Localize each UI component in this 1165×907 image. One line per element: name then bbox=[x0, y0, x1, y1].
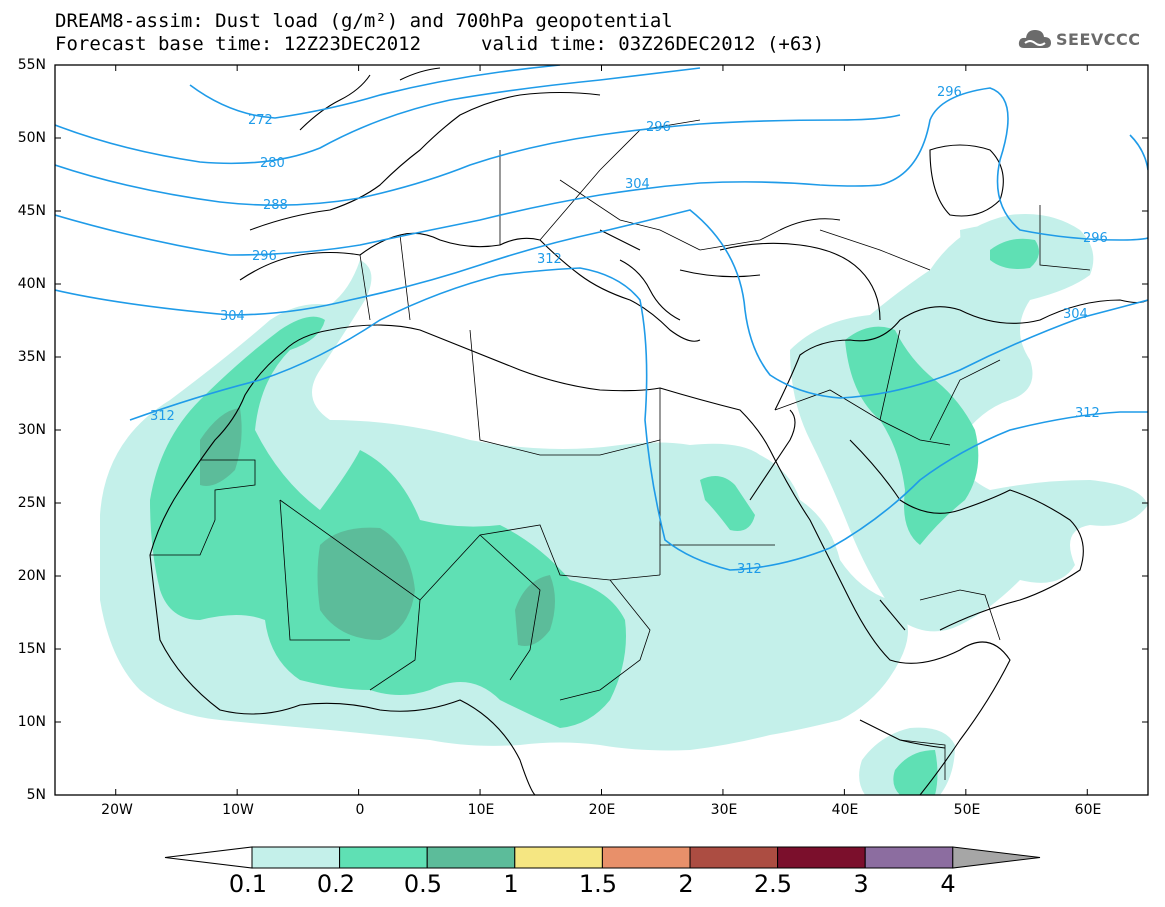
colorbar-under-triangle bbox=[164, 846, 253, 869]
colorbar-over-triangle bbox=[952, 846, 1041, 869]
contour-label: 312 bbox=[537, 252, 562, 267]
dust-region-dark-mali bbox=[317, 527, 415, 640]
contour-label: 304 bbox=[1063, 307, 1088, 322]
country-borders bbox=[150, 119, 1091, 780]
lat-label: 55N bbox=[17, 57, 46, 73]
dust-region-dark-morocco bbox=[200, 408, 242, 486]
contour-label: 304 bbox=[625, 177, 650, 192]
colorbar-tick: 2 bbox=[678, 870, 694, 898]
dust-region-medium-kaz bbox=[990, 238, 1039, 269]
lon-label: 10W bbox=[222, 802, 254, 818]
dust-region-medium-africa bbox=[150, 316, 626, 728]
contour-label: 312 bbox=[150, 409, 175, 424]
contour-label: 312 bbox=[1075, 406, 1100, 421]
colorbar-swatch bbox=[864, 846, 954, 869]
colorbar-tick: 1.5 bbox=[578, 870, 618, 898]
lon-label: 40E bbox=[831, 802, 859, 818]
contour-280 bbox=[55, 67, 701, 165]
coastlines bbox=[149, 67, 1148, 795]
lat-label: 40N bbox=[17, 276, 46, 292]
contour-296-east-tip bbox=[1129, 134, 1148, 171]
lon-label: 20E bbox=[588, 802, 616, 818]
contour-272 bbox=[189, 65, 561, 119]
lon-label: 20W bbox=[101, 802, 133, 818]
lat-label: 25N bbox=[17, 495, 46, 511]
contour-label: 296 bbox=[252, 249, 277, 264]
colorbar-tick: 3 bbox=[853, 870, 869, 898]
colorbar-swatch bbox=[514, 846, 603, 869]
colorbar bbox=[164, 846, 1041, 869]
colorbar-swatch bbox=[777, 846, 866, 869]
lat-label: 15N bbox=[17, 641, 46, 657]
contour-label: 296 bbox=[937, 85, 962, 100]
colorbar-swatch bbox=[426, 846, 516, 869]
contour-288 bbox=[55, 114, 901, 206]
geopotential-contours bbox=[55, 65, 1148, 571]
dust-region-medium-egypt bbox=[700, 476, 755, 531]
dust-region-dark-niger bbox=[515, 575, 555, 646]
lat-label: 45N bbox=[17, 203, 46, 219]
contour-label: 312 bbox=[737, 562, 762, 577]
contour-label: 288 bbox=[263, 198, 288, 213]
dust-shading bbox=[100, 214, 1148, 795]
colorbar-tick: 0.5 bbox=[403, 870, 443, 898]
dust-region-medium-horn bbox=[893, 750, 938, 795]
contour-label: 296 bbox=[646, 120, 671, 135]
logo-text: SEEVCCC bbox=[1056, 29, 1141, 49]
lon-label: 50E bbox=[953, 802, 981, 818]
lat-label: 5N bbox=[26, 787, 46, 803]
colorbar-tick: 1 bbox=[503, 870, 519, 898]
contour-304 bbox=[55, 209, 1148, 399]
lat-label: 50N bbox=[17, 130, 46, 146]
base-time: Forecast base time: 12Z23DEC2012 bbox=[55, 33, 422, 55]
lon-label: 10E bbox=[467, 802, 495, 818]
contour-296-west bbox=[55, 87, 1148, 256]
lat-label: 10N bbox=[17, 714, 46, 730]
contour-labels: 272 280 288 296 304 312 304 312 296 296 … bbox=[150, 85, 1108, 577]
colorbar-swatch bbox=[251, 846, 341, 869]
contour-label: 272 bbox=[248, 113, 273, 128]
contour-label: 296 bbox=[1083, 231, 1108, 246]
contour-label: 304 bbox=[220, 309, 245, 324]
lon-label: 60E bbox=[1074, 802, 1102, 818]
map-title: DREAM8-assim: Dust load (g/m²) and 700hP… bbox=[55, 10, 673, 32]
colorbar-swatch bbox=[689, 846, 779, 869]
colorbar-swatch bbox=[601, 846, 691, 869]
colorbar-tick: 0.1 bbox=[228, 870, 268, 898]
lon-label: 30E bbox=[710, 802, 738, 818]
cloud-icon bbox=[1018, 30, 1051, 48]
colorbar-tick: 0.2 bbox=[316, 870, 356, 898]
colorbar-tick: 4 bbox=[940, 870, 956, 898]
colorbar-tick: 2.5 bbox=[753, 870, 793, 898]
axis-ticks bbox=[55, 64, 1148, 796]
valid-time: valid time: 03Z26DEC2012 (+63) bbox=[481, 33, 825, 55]
lat-label: 30N bbox=[17, 422, 46, 438]
lon-label: 0 bbox=[355, 802, 365, 818]
lat-label: 35N bbox=[17, 349, 46, 365]
contour-label: 280 bbox=[260, 156, 285, 171]
contour-312 bbox=[129, 267, 1148, 571]
lat-label: 20N bbox=[17, 568, 46, 584]
colorbar-swatch bbox=[339, 846, 428, 869]
seevccc-logo: SEEVCCC bbox=[1018, 26, 1141, 52]
